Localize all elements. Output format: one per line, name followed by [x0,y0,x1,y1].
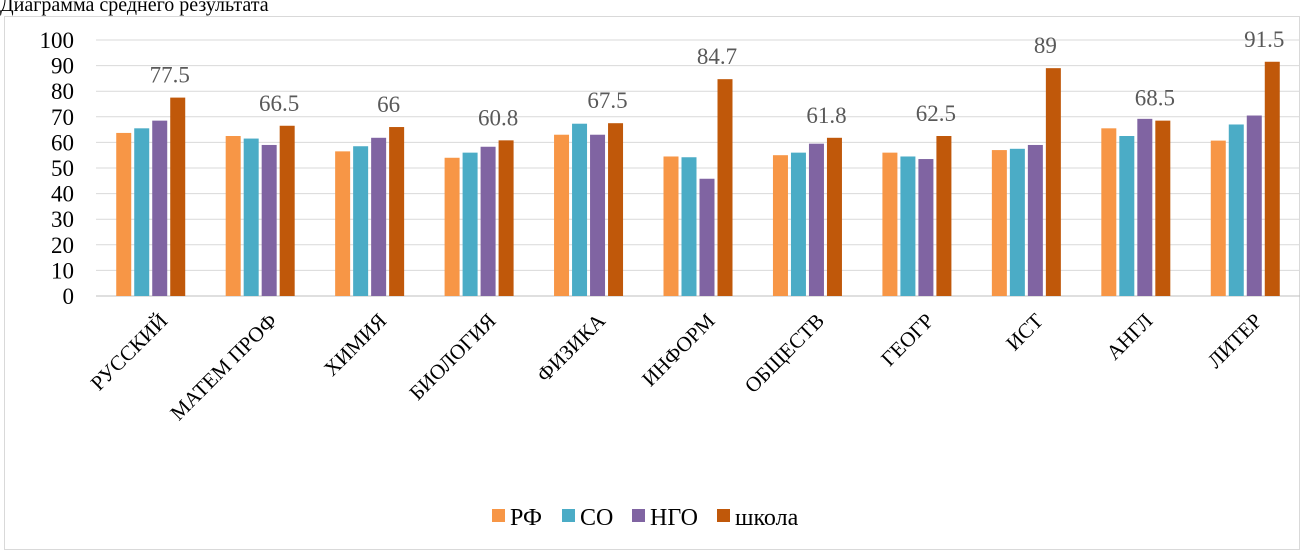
bar-НГО-6 [699,178,715,296]
bar-СО-8 [900,156,916,296]
category-label: ЛИТЕР [1203,309,1267,373]
category-label: ФИЗИКА [532,308,611,387]
bar-РФ-10 [1101,128,1117,296]
bar-РФ-6 [663,156,679,296]
bar-школа-8 [936,136,952,296]
bar-школа-4 [498,140,514,296]
bar-НГО-10 [1137,118,1153,297]
bar-РФ-5 [554,134,570,296]
bar-школа-11 [1264,61,1280,297]
y-tick-label: 60 [51,130,74,155]
data-label: 66.5 [259,91,299,116]
y-tick-label: 20 [51,233,74,258]
bar-РФ-7 [772,155,788,296]
bar-школа-9 [1045,68,1061,296]
legend-label: СО [580,505,613,531]
legend-label: НГО [650,505,698,531]
category-label: ГЕОГР [876,309,938,371]
bar-школа-6 [717,79,733,296]
bar-школа-7 [826,137,842,296]
legend-label: школа [735,505,799,531]
bar-СО-4 [462,152,478,296]
y-tick-label: 100 [40,28,75,53]
legend-swatch-РФ [492,509,505,522]
y-tick-label: 0 [63,284,75,309]
bar-СО-1 [134,128,150,296]
category-label: МАТЕМ ПРОФ [165,309,281,425]
bar-НГО-4 [480,146,496,296]
category-label: ХИМИЯ [319,309,391,381]
bar-СО-11 [1228,124,1244,296]
bar-школа-3 [389,127,405,296]
bar-РФ-11 [1210,140,1226,296]
bar-НГО-5 [590,134,606,296]
category-label: РУССКИЙ [86,309,173,396]
data-label: 77.5 [150,63,190,88]
bar-НГО-1 [152,120,168,296]
bar-школа-10 [1155,120,1171,296]
bar-СО-6 [681,157,697,296]
data-label: 84.7 [697,44,737,69]
bar-школа-1 [170,97,186,296]
bar-РФ-8 [882,152,898,296]
data-label: 89 [1034,33,1057,58]
chart-frame [4,16,1300,550]
y-tick-label: 70 [51,105,74,130]
bar-СО-5 [572,123,588,296]
data-label: 62.5 [916,101,956,126]
bar-НГО-2 [261,144,277,296]
data-label: 66 [377,92,400,117]
bar-НГО-3 [371,137,387,296]
y-tick-label: 50 [51,156,74,181]
legend-swatch-СО [562,509,575,522]
bar-школа-2 [279,125,295,296]
bar-СО-7 [790,152,806,296]
bar-РФ-2 [225,136,241,296]
bar-НГО-7 [808,143,824,296]
y-tick-label: 80 [51,79,74,104]
bar-РФ-1 [116,132,132,296]
y-tick-label: 90 [51,54,74,79]
bar-СО-9 [1009,148,1025,296]
category-label: АНГЛ [1101,309,1157,365]
category-label: ОБЩЕСТВ [740,309,829,398]
data-label: 60.8 [478,105,518,130]
legend-swatch-школа [717,509,730,522]
bar-РФ-4 [444,157,460,296]
data-label: 68.5 [1135,86,1175,111]
bar-СО-10 [1119,136,1135,296]
bar-РФ-9 [991,150,1007,296]
category-label: ИНФОРМ [637,308,720,391]
legend-swatch-НГО [632,509,645,522]
bar-РФ-3 [335,151,351,296]
category-label: ИСТ [1001,308,1048,355]
bar-СО-2 [243,138,259,296]
category-label: БИОЛОГИЯ [404,309,500,405]
data-label: 91.5 [1244,27,1284,52]
data-label: 61.8 [806,103,846,128]
bar-НГО-9 [1027,144,1043,296]
bar-НГО-11 [1246,115,1262,297]
legend-label: РФ [510,505,542,531]
y-tick-label: 10 [51,258,74,283]
data-label: 67.5 [587,88,627,113]
chart-caption: Диаграмма среднего результата [0,0,269,16]
bar-СО-3 [353,146,369,296]
y-tick-label: 40 [51,182,74,207]
y-tick-label: 30 [51,207,74,232]
bar-школа-5 [608,123,624,296]
bar-НГО-8 [918,159,934,296]
